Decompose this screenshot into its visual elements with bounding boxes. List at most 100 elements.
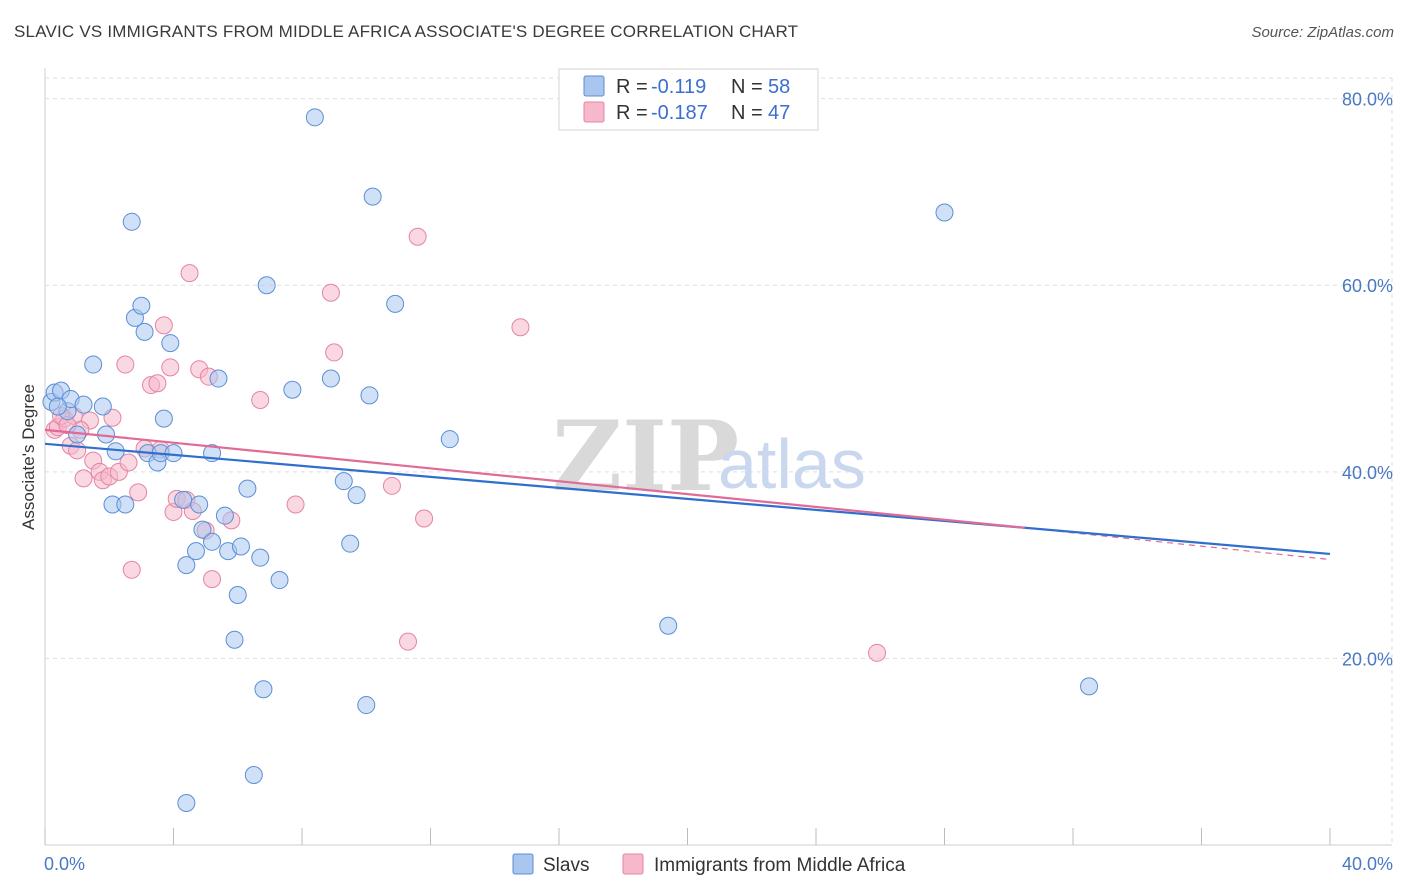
- africa-point: [408, 227, 427, 246]
- legend-r-value-slavs: -0.119: [651, 76, 706, 98]
- africa-point: [122, 560, 141, 579]
- ticks: 20.0% 40.0% 60.0% 80.0% 0.0% 40.0%: [44, 90, 1393, 874]
- slavs-point: [190, 495, 209, 514]
- axes: [44, 68, 1392, 846]
- slavs-point: [257, 276, 276, 295]
- legend-r-label-slavs: R =: [616, 76, 648, 98]
- slavs-point: [174, 490, 193, 509]
- slavs-point: [357, 696, 376, 715]
- slavs-point: [93, 397, 112, 416]
- slavs-point: [347, 486, 366, 505]
- trend-line-slavs: [44, 442, 1331, 556]
- chart-title: SLAVIC VS IMMIGRANTS FROM MIDDLE AFRICA …: [14, 22, 799, 41]
- slavs-point: [164, 444, 183, 463]
- africa-point: [154, 316, 173, 335]
- bottom-legend-label-slavs: Slavs: [543, 855, 589, 876]
- trend-line-africa: [44, 428, 1025, 529]
- slavs-point: [321, 369, 340, 388]
- y-axis-label: Associate's Degree: [19, 384, 38, 530]
- bottom-legend: Slavs Immigrants from Middle Africa: [512, 853, 906, 876]
- y-tick-label-2: 60.0%: [1342, 276, 1393, 296]
- legend-n-label-slavs: N =: [731, 76, 763, 98]
- slavs-point: [135, 322, 154, 341]
- legend-n-value-africa: 47: [768, 102, 790, 124]
- slavs-point: [84, 355, 103, 374]
- africa-point: [251, 390, 270, 409]
- africa-point: [286, 495, 305, 514]
- slavs-point: [193, 520, 212, 539]
- slavs-point: [1080, 677, 1099, 696]
- slavs-point: [251, 548, 270, 567]
- africa-point: [119, 453, 138, 472]
- bottom-legend-label-africa: Immigrants from Middle Africa: [654, 855, 906, 876]
- slavs-point: [122, 212, 141, 231]
- slavs-point: [254, 680, 273, 699]
- slavs-point: [225, 630, 244, 649]
- slavs-point: [132, 296, 151, 315]
- africa-point: [68, 441, 87, 460]
- africa-point: [74, 469, 93, 488]
- slavs-point: [48, 397, 67, 416]
- legend-r-label-africa: R =: [616, 102, 648, 124]
- africa-point: [148, 374, 167, 393]
- slavs-point: [360, 386, 379, 405]
- slavs-point: [186, 542, 205, 561]
- slavs-point: [283, 380, 302, 399]
- bottom-legend-swatch-slavs: [512, 853, 534, 875]
- africa-point: [868, 643, 887, 662]
- slavs-point: [74, 395, 93, 414]
- slavs-point: [935, 203, 954, 222]
- slavs-point: [228, 585, 247, 604]
- africa-point: [511, 318, 530, 337]
- y-tick-label-3: 80.0%: [1342, 90, 1393, 110]
- bottom-legend-swatch-africa: [622, 853, 644, 875]
- africa-point: [203, 570, 222, 589]
- source-label: Source: ZipAtlas.com: [1251, 24, 1394, 41]
- legend-swatch-slavs: [583, 75, 605, 97]
- slavs-point: [231, 537, 250, 556]
- legend-swatch-africa: [583, 101, 605, 123]
- slavs-point: [305, 108, 324, 127]
- trend-lines: [44, 428, 1331, 561]
- slavs-point: [116, 495, 135, 514]
- series-slavs-points: [42, 108, 1099, 813]
- slavs-point: [334, 472, 353, 491]
- y-tick-label-1: 40.0%: [1342, 463, 1393, 483]
- slavs-point: [154, 409, 173, 428]
- africa-point: [325, 343, 344, 362]
- watermark: ZIP atlas: [552, 400, 866, 513]
- slavs-point: [341, 534, 360, 553]
- africa-point: [382, 476, 401, 495]
- watermark-zip: ZIP: [552, 400, 739, 513]
- africa-point: [180, 264, 199, 283]
- legend-n-value-slavs: 58: [768, 76, 790, 98]
- africa-point: [321, 283, 340, 302]
- slavs-point: [440, 430, 459, 449]
- africa-point: [399, 632, 418, 651]
- slavs-point: [386, 294, 405, 313]
- x-tick-label-0: 0.0%: [44, 854, 85, 874]
- slavs-point: [203, 532, 222, 551]
- africa-point: [116, 355, 135, 374]
- slavs-point: [659, 616, 678, 635]
- legend-r-value-africa: -0.187: [651, 102, 708, 124]
- x-tick-label-1: 40.0%: [1342, 854, 1393, 874]
- slavs-point: [363, 187, 382, 206]
- slavs-point: [177, 794, 196, 813]
- legend-n-label-africa: N =: [731, 102, 763, 124]
- slavs-point: [270, 571, 289, 590]
- africa-point: [161, 358, 180, 377]
- slavs-point: [215, 506, 234, 525]
- watermark-atlas: atlas: [718, 425, 866, 503]
- africa-point: [129, 483, 148, 502]
- trend-line-africa-dashed: [1024, 527, 1331, 561]
- slavs-point: [177, 556, 196, 575]
- legend: R = -0.119 N = 58 R = -0.187 N = 47: [558, 68, 819, 131]
- slavs-point: [161, 334, 180, 353]
- slavs-point: [209, 369, 228, 388]
- y-tick-label-0: 20.0%: [1342, 649, 1393, 669]
- africa-point: [415, 509, 434, 528]
- slavs-point: [238, 479, 257, 498]
- slavs-point: [244, 766, 263, 785]
